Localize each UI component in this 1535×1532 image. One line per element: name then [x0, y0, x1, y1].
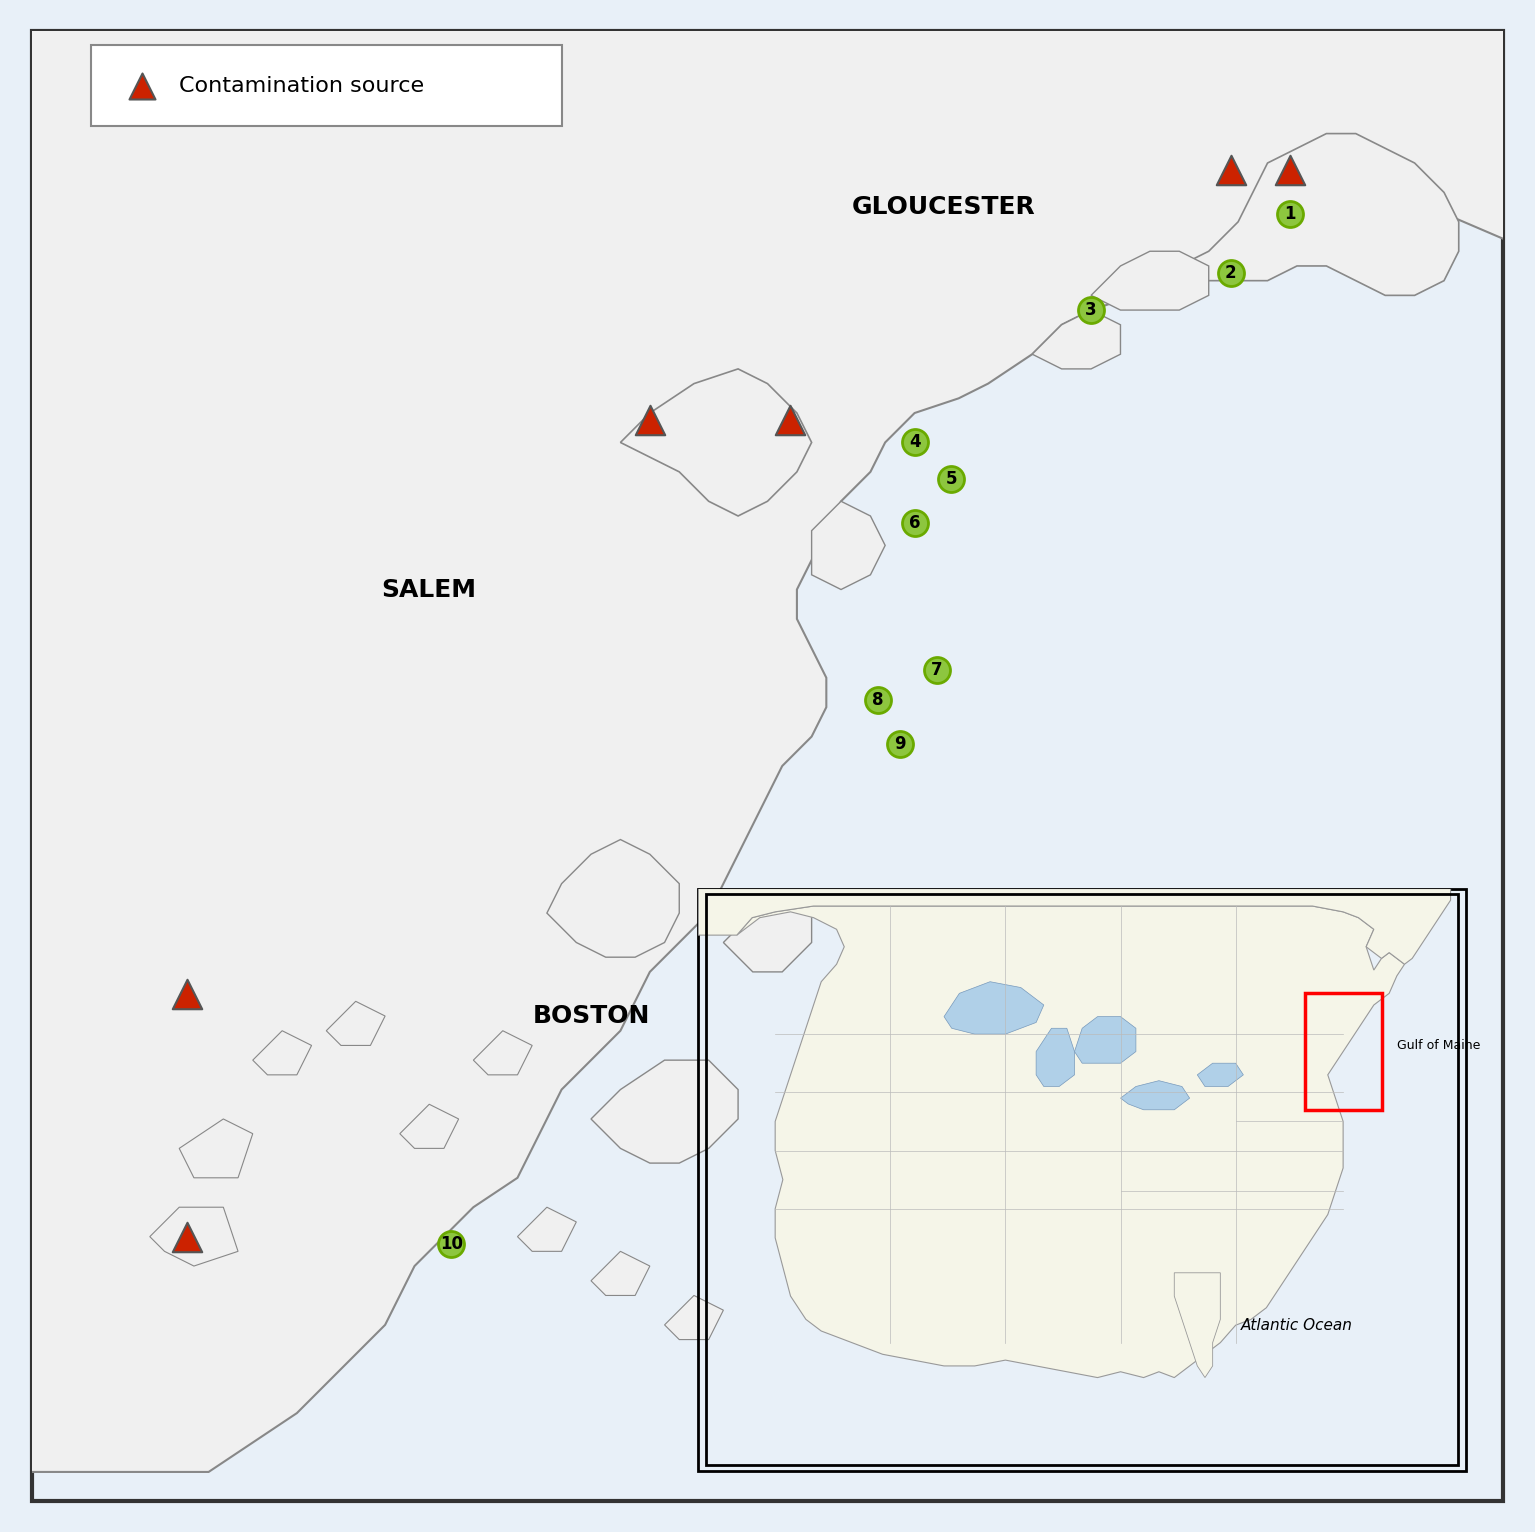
Polygon shape — [723, 898, 812, 971]
Text: 4: 4 — [909, 434, 921, 452]
Point — [924, 659, 949, 683]
Polygon shape — [620, 369, 812, 516]
Polygon shape — [1036, 1028, 1074, 1086]
Polygon shape — [546, 840, 680, 958]
Point — [1277, 158, 1302, 182]
Point — [903, 512, 927, 536]
Text: 3: 3 — [1085, 302, 1098, 319]
Polygon shape — [812, 501, 886, 590]
Polygon shape — [3, 2, 1532, 1472]
Text: SALEM: SALEM — [382, 578, 477, 602]
Point — [175, 982, 200, 1007]
Polygon shape — [698, 889, 1451, 964]
Text: 7: 7 — [930, 662, 942, 679]
Polygon shape — [1121, 1080, 1190, 1109]
Text: 6: 6 — [909, 515, 921, 532]
Text: Contamination source: Contamination source — [180, 75, 424, 97]
Point — [1219, 260, 1243, 285]
Polygon shape — [399, 1105, 459, 1149]
Polygon shape — [473, 1031, 533, 1075]
Point — [439, 1232, 464, 1256]
Text: Gulf of Maine: Gulf of Maine — [1397, 1039, 1480, 1052]
FancyBboxPatch shape — [91, 46, 562, 126]
Polygon shape — [1091, 251, 1208, 309]
Bar — [1305, 993, 1382, 1109]
Text: 5: 5 — [946, 470, 958, 489]
Polygon shape — [1032, 309, 1121, 369]
Point — [1079, 297, 1104, 322]
Polygon shape — [1197, 1063, 1243, 1086]
Polygon shape — [591, 1060, 738, 1163]
Polygon shape — [591, 1252, 649, 1296]
Polygon shape — [665, 1296, 723, 1339]
Point — [903, 430, 927, 455]
Polygon shape — [327, 1002, 385, 1045]
Polygon shape — [180, 1118, 253, 1178]
Text: Atlantic Ocean: Atlantic Ocean — [1242, 1318, 1352, 1333]
Point — [1277, 202, 1302, 227]
Point — [866, 688, 890, 712]
Text: 8: 8 — [872, 691, 884, 709]
Text: BOSTON: BOSTON — [533, 1003, 649, 1028]
Point — [777, 408, 801, 432]
Polygon shape — [253, 1031, 312, 1075]
Polygon shape — [737, 905, 1405, 1377]
Point — [887, 732, 912, 757]
Text: 1: 1 — [1283, 205, 1296, 224]
Polygon shape — [1174, 1273, 1220, 1377]
Point — [1219, 158, 1243, 182]
Point — [175, 1224, 200, 1249]
Polygon shape — [150, 1207, 238, 1265]
Point — [130, 74, 155, 98]
Point — [939, 467, 964, 492]
Text: GLOUCESTER: GLOUCESTER — [852, 195, 1036, 219]
Text: 10: 10 — [441, 1235, 462, 1253]
Polygon shape — [517, 1207, 576, 1252]
Point — [637, 408, 662, 432]
Text: 9: 9 — [893, 735, 906, 752]
Polygon shape — [1074, 1017, 1136, 1063]
Text: 2: 2 — [1225, 265, 1237, 282]
Polygon shape — [944, 982, 1044, 1034]
Polygon shape — [1179, 133, 1458, 296]
